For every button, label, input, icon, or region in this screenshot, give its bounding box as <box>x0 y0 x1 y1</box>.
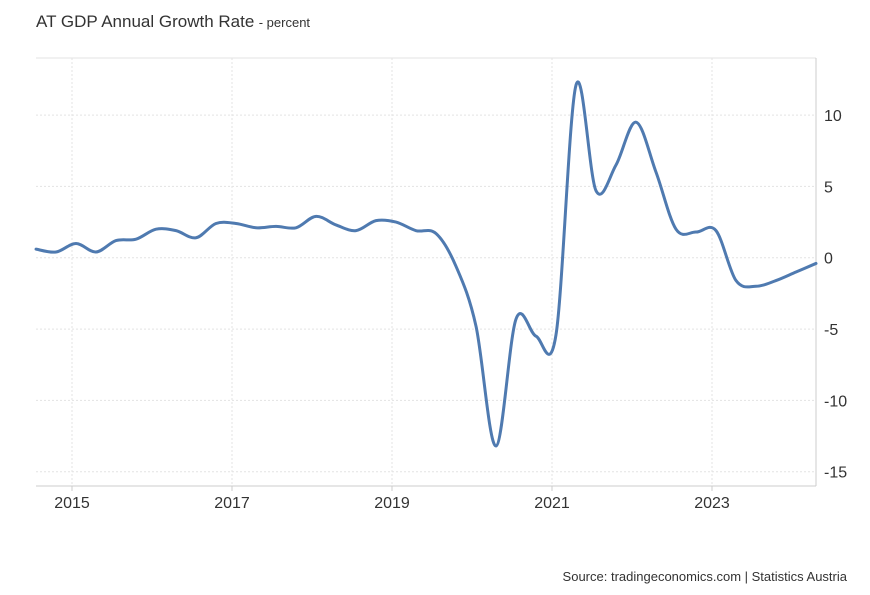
series-line <box>34 80 818 448</box>
chart-title: AT GDP Annual Growth Rate <box>36 12 255 31</box>
chart-tick-labels: 1050-5-10-152015201620172018201920202021… <box>54 108 847 512</box>
y-tick-label: -5 <box>824 322 838 339</box>
chart-series <box>34 80 818 448</box>
x-tick-label: 2019 <box>374 495 410 512</box>
source-note: Source: tradingeconomics.com | Statistic… <box>562 569 847 584</box>
y-tick-label: 0 <box>824 251 833 268</box>
y-tick-label: 10 <box>824 108 842 125</box>
y-tick-label: -15 <box>824 465 847 482</box>
x-tick-label: 2021 <box>534 495 570 512</box>
chart-grid <box>36 57 816 486</box>
y-tick-label: -10 <box>824 393 847 410</box>
chart-title-block: AT GDP Annual Growth Rate - percent <box>36 12 310 32</box>
x-tick-label: 2017 <box>214 495 250 512</box>
chart-subtitle: - percent <box>258 15 311 30</box>
y-tick-label: 5 <box>824 179 833 196</box>
x-tick-label: 2023 <box>694 495 730 512</box>
chart-axes <box>36 58 817 491</box>
x-tick-label: 2015 <box>54 495 90 512</box>
